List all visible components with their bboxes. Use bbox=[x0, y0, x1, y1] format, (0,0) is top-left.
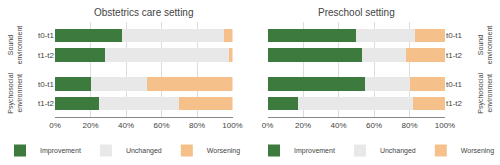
svg-text:80%: 80% bbox=[189, 121, 205, 130]
svg-text:Psychosocialenvironment: Psychosocialenvironment bbox=[7, 72, 23, 113]
svg-text:Unchanged: Unchanged bbox=[126, 147, 162, 155]
svg-text:40%: 40% bbox=[118, 121, 134, 130]
svg-text:Worsening: Worsening bbox=[207, 147, 240, 155]
svg-text:40%: 40% bbox=[330, 121, 346, 130]
svg-text:100%: 100% bbox=[435, 121, 455, 130]
svg-text:80%: 80% bbox=[401, 121, 417, 130]
svg-text:0%: 0% bbox=[262, 121, 274, 130]
svg-text:60%: 60% bbox=[366, 121, 382, 130]
svg-text:t0-t1: t0-t1 bbox=[38, 80, 55, 89]
svg-text:t0-t1: t0-t1 bbox=[446, 80, 463, 89]
svg-text:Improvement: Improvement bbox=[40, 147, 81, 155]
svg-text:Soundenvironment: Soundenvironment bbox=[477, 26, 493, 65]
svg-text:t0-t1: t0-t1 bbox=[38, 31, 55, 40]
svg-text:Improvement: Improvement bbox=[294, 147, 335, 155]
svg-text:t1-t2: t1-t2 bbox=[38, 51, 55, 60]
svg-text:t1-t2: t1-t2 bbox=[38, 99, 55, 108]
svg-text:t1-t2: t1-t2 bbox=[446, 51, 463, 60]
svg-text:0%: 0% bbox=[49, 121, 61, 130]
svg-text:Obstetrics care setting: Obstetrics care setting bbox=[94, 7, 193, 18]
svg-text:Unchanged: Unchanged bbox=[380, 147, 416, 155]
svg-text:Preschool setting: Preschool setting bbox=[318, 7, 395, 18]
svg-text:Worsening: Worsening bbox=[461, 147, 494, 155]
svg-text:20%: 20% bbox=[82, 121, 98, 130]
svg-text:Psychosocialenvironment: Psychosocialenvironment bbox=[477, 72, 493, 113]
svg-text:t1-t2: t1-t2 bbox=[446, 99, 463, 108]
svg-text:60%: 60% bbox=[153, 121, 169, 130]
svg-text:20%: 20% bbox=[295, 121, 311, 130]
svg-text:100%: 100% bbox=[222, 121, 242, 130]
svg-text:t0-t1: t0-t1 bbox=[446, 31, 463, 40]
svg-text:Soundenvironment: Soundenvironment bbox=[7, 26, 23, 65]
